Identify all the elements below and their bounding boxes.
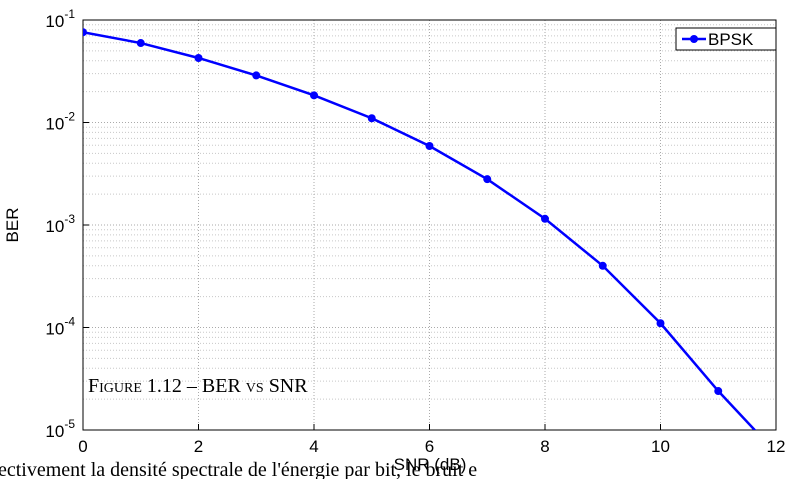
series-group <box>83 28 757 430</box>
x-axis-label: SNR (dB) <box>394 455 467 474</box>
y-tick-label: 10-3 <box>45 212 75 236</box>
data-point <box>598 261 607 270</box>
data-point <box>367 114 376 123</box>
y-tick-label: 10-5 <box>45 417 75 441</box>
y-axis-label: BER <box>3 208 22 243</box>
data-point <box>310 91 318 100</box>
data-point <box>541 214 549 223</box>
data-point <box>714 387 723 396</box>
data-point <box>483 175 492 184</box>
x-tick-label: 6 <box>425 437 434 456</box>
body-text: ectivement la densité spectrale de l'éne… <box>0 459 477 479</box>
data-point <box>425 141 434 150</box>
x-tick-label: 10 <box>651 437 670 456</box>
x-tick-label: 8 <box>540 437 549 456</box>
x-tick-label: 0 <box>78 437 87 456</box>
plot-frame <box>82 19 777 431</box>
legend-marker <box>690 35 698 43</box>
x-tick-label: 4 <box>309 437 318 456</box>
y-tick-label: 10-4 <box>45 315 75 339</box>
x-tick-label: 12 <box>767 437 786 456</box>
y-tick-label: 10-2 <box>45 110 75 134</box>
data-point <box>656 319 665 328</box>
data-point <box>252 71 261 80</box>
legend-box <box>675 27 777 51</box>
figure-caption: Figure 1.12 – BER vs SNR <box>88 375 308 397</box>
legend-label: BPSK <box>708 30 754 49</box>
y-tick-label: 10-1 <box>45 7 75 31</box>
data-point <box>136 39 145 48</box>
x-tick-label: 2 <box>194 437 203 456</box>
data-point <box>83 28 87 37</box>
data-point <box>194 53 203 62</box>
